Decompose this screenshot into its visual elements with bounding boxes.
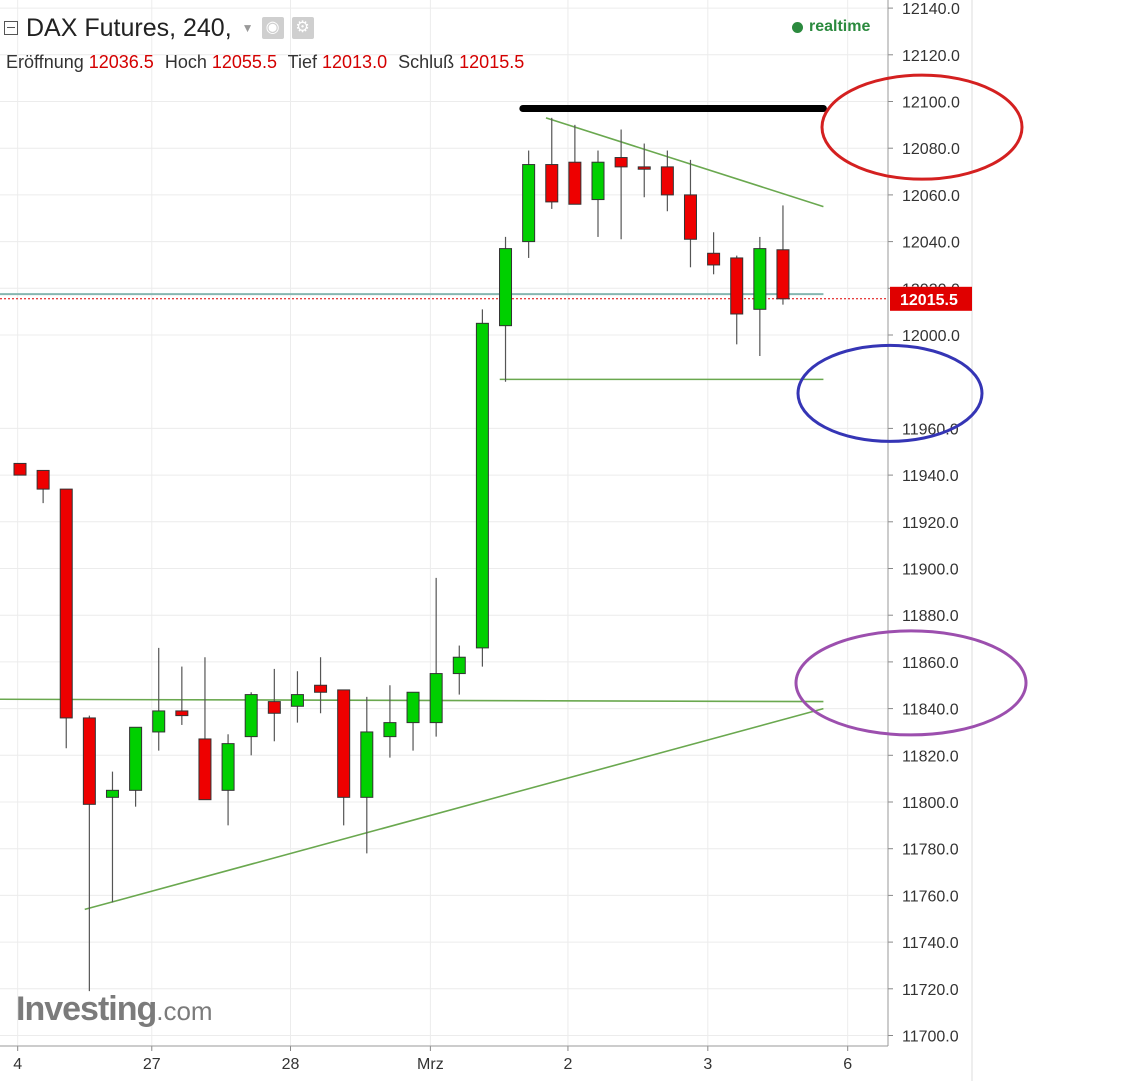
close-label: Schluß	[398, 52, 455, 72]
y-tick-label: 11900.0	[902, 562, 959, 579]
highlight-circle-red	[820, 73, 1024, 181]
x-tick-label: 4	[13, 1056, 22, 1073]
candle-up	[221, 743, 235, 791]
candle-up	[452, 656, 466, 675]
open-value: 12036.5	[88, 52, 154, 72]
highlight-circle-blue	[796, 343, 984, 443]
x-axis: 4 27 28 Mrz 2 3 6	[0, 1045, 888, 1073]
price-label-box	[890, 286, 972, 311]
logo-suffix: .com	[156, 996, 213, 1026]
candle-down	[776, 249, 790, 300]
x-tick-label: 28	[282, 1056, 300, 1073]
y-tick-label: 12060.0	[902, 188, 960, 205]
candle-down	[545, 164, 559, 203]
candle-down	[13, 462, 27, 476]
candle-up	[105, 789, 119, 798]
candle-up	[152, 710, 166, 733]
candle-down	[82, 717, 96, 805]
y-axis: 12140.0 12120.0 12100.0 12080.0 12060.0 12040…	[887, 0, 973, 1081]
high-value: 12055.5	[211, 52, 277, 72]
chart-title: DAX Futures, 240,	[26, 13, 232, 42]
x-tick-label: Mrz	[417, 1056, 444, 1073]
price-label-text: 12015.5	[900, 292, 958, 309]
y-tick-label: 11720.0	[902, 982, 959, 999]
candle-up	[522, 164, 536, 243]
rising-trendline	[84, 707, 824, 911]
y-tick-label: 12040.0	[902, 235, 960, 252]
realtime-label: realtime	[809, 18, 871, 35]
y-tick-label: 11800.0	[902, 795, 959, 812]
y-tick-label: 11780.0	[902, 842, 959, 859]
candle-up	[290, 694, 304, 707]
candle-up	[591, 161, 605, 201]
y-tick-label: 11700.0	[902, 1029, 959, 1046]
y-tick-label: 12100.0	[902, 95, 960, 112]
x-tick-label: 3	[703, 1056, 712, 1073]
candle-down	[568, 161, 582, 205]
close-value: 12015.5	[459, 52, 525, 72]
y-tick-label: 11920.0	[902, 515, 959, 532]
candles	[13, 117, 790, 992]
gear-icon[interactable]: ⚙	[291, 17, 314, 39]
candle-up	[406, 691, 420, 724]
y-tick-label: 11960.0	[902, 421, 959, 438]
y-tick-label: 12000.0	[902, 328, 960, 345]
chevron-down-icon[interactable]: ▼	[241, 21, 254, 35]
candle-down	[660, 166, 674, 196]
high-label: Hoch	[164, 52, 207, 72]
y-tick-label: 11940.0	[902, 468, 959, 485]
low-label: Tief	[287, 52, 317, 72]
y-tick-label: 11880.0	[902, 608, 959, 625]
candle-down	[267, 701, 281, 714]
candle-up	[429, 673, 443, 724]
x-tick-label: 6	[843, 1056, 852, 1073]
y-tick-label: 11740.0	[902, 935, 959, 952]
candle-down	[614, 157, 628, 168]
candle-down	[175, 710, 189, 717]
eye-icon[interactable]: ◉	[261, 17, 284, 39]
chart-header: DAX Futures, 240, ▼ ◉ ⚙	[4, 10, 314, 46]
y-tick-label: 11820.0	[902, 748, 959, 765]
grid	[0, 0, 888, 1046]
candle-down	[314, 684, 328, 693]
realtime-indicator: realtime	[792, 18, 870, 36]
open-label: Eröffnung	[6, 52, 84, 72]
candle-down	[36, 469, 50, 490]
candle-up	[383, 722, 397, 738]
y-tick-label: 12120.0	[902, 48, 960, 65]
candle-down	[337, 689, 351, 798]
y-tick-label: 11860.0	[902, 655, 959, 672]
ohlc-legend: Eröffnung 12036.5 Hoch 12055.5 Tief 1201…	[6, 52, 530, 73]
candle-down	[707, 252, 721, 266]
status-dot-icon	[792, 21, 803, 33]
x-tick-label: 2	[563, 1056, 572, 1073]
candle-up	[129, 726, 143, 791]
y-tick-label: 12140.0	[902, 1, 960, 18]
candle-down	[59, 488, 73, 719]
candle-up	[475, 322, 489, 649]
candle-up	[753, 248, 767, 310]
price-label: 12015.5	[890, 286, 972, 311]
highlight-circle-purple	[794, 629, 1028, 737]
low-value: 12013.0	[322, 52, 388, 72]
falling-trendline	[545, 117, 824, 208]
y-tick-label: 11760.0	[902, 888, 959, 905]
candle-down	[198, 738, 212, 801]
candle-down	[730, 257, 744, 315]
candle-up	[244, 694, 258, 738]
candle-up	[360, 731, 374, 798]
highlight-circles	[794, 73, 1028, 737]
y-tick-label: 11840.0	[902, 702, 959, 719]
logo-brand: Investing	[16, 990, 157, 1028]
y-tick-label: 12080.0	[902, 141, 960, 158]
collapse-toggle[interactable]	[4, 21, 18, 35]
investing-logo: Investing.com	[16, 990, 213, 1029]
x-tick-label: 27	[143, 1056, 161, 1073]
candle-up	[499, 248, 513, 327]
candle-down	[637, 166, 651, 170]
candle-down	[683, 194, 697, 240]
